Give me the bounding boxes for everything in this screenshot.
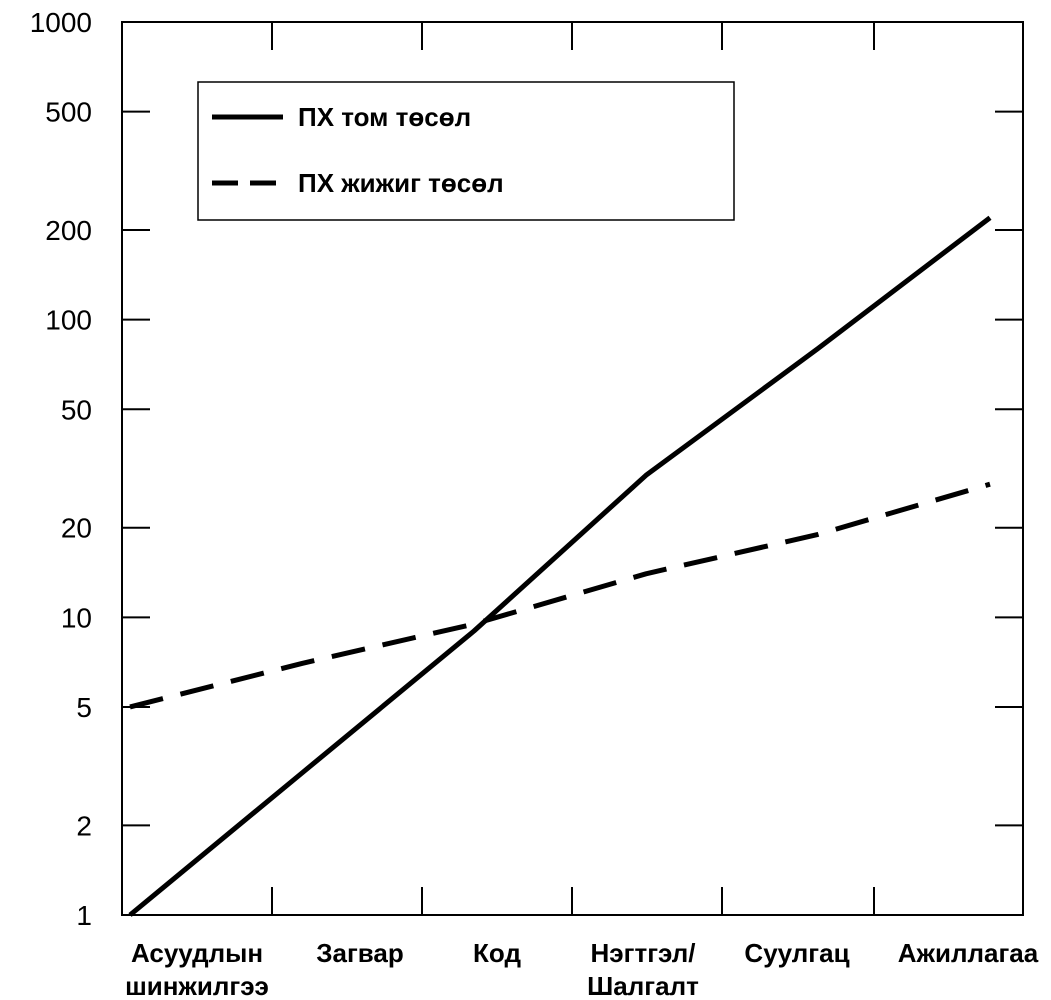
x-category-label: Ажиллагаа	[898, 938, 1039, 968]
y-axis: 1 2 5 10 20 50 100 200 500 1000	[30, 7, 1023, 931]
legend-box	[197, 81, 735, 221]
y-tick-label: 5	[76, 692, 92, 723]
legend-label: ПХ жижиг төсөл	[298, 168, 504, 198]
y-tick-label: 500	[45, 97, 92, 128]
legend-label: ПХ том төсөл	[298, 102, 471, 132]
x-category-label: Суулгац	[744, 938, 849, 968]
series-line-large-project	[128, 215, 992, 917]
series-layer	[128, 215, 992, 917]
x-category-label: Код	[473, 938, 521, 968]
x-category-label: Нэгтгэл/	[591, 938, 696, 968]
x-category-label: Загвар	[316, 938, 404, 968]
y-tick-label: 200	[45, 215, 92, 246]
x-axis: Асуудлын шинжилгээ Загвар Код Нэгтгэл/Шалгал…	[125, 22, 1039, 1000]
x-category-label: Асуудлын	[131, 938, 263, 968]
y-tick-label: 1000	[30, 7, 92, 38]
y-tick-label: 50	[61, 394, 92, 425]
legend: ПХ том төсөл ПХ жижиг төсөл	[197, 81, 735, 221]
y-tick-label: 2	[76, 810, 92, 841]
series-line-small-project	[129, 481, 991, 710]
x-category-label: Шалгалт	[587, 971, 699, 1000]
y-tick-label: 20	[61, 513, 92, 544]
y-tick-label: 10	[61, 602, 92, 633]
y-tick-label: 100	[45, 305, 92, 336]
y-tick-label: 1	[76, 900, 92, 931]
x-category-label: шинжилгээ	[125, 971, 269, 1000]
